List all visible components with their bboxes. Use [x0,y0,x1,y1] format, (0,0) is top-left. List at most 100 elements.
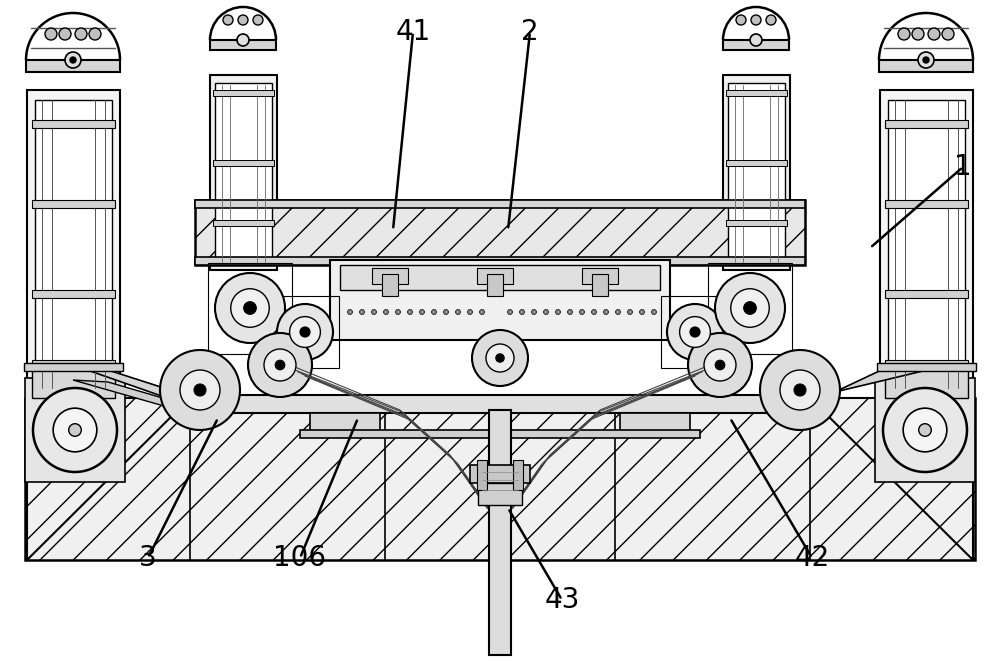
Circle shape [883,388,967,472]
Circle shape [384,310,388,314]
Circle shape [568,310,572,314]
Circle shape [760,350,840,430]
Circle shape [468,310,473,314]
Circle shape [715,360,725,370]
Bar [879,60,973,72]
Text: 41: 41 [395,18,431,46]
Polygon shape [810,398,973,560]
Bar [875,378,975,482]
Circle shape [59,28,71,40]
Bar [195,257,805,265]
Circle shape [231,289,269,328]
Circle shape [580,310,584,314]
Bar [726,90,787,96]
Circle shape [432,310,436,314]
Bar [372,268,408,284]
Circle shape [75,28,87,40]
Circle shape [942,28,954,40]
Circle shape [160,350,240,430]
Bar [620,413,690,433]
Circle shape [33,388,117,472]
Polygon shape [805,365,927,406]
Bar [32,368,115,398]
Bar [885,200,968,208]
Bar [592,274,608,296]
Bar [661,296,729,369]
Bar [885,290,968,298]
Bar [382,274,398,296]
Bar [25,398,975,560]
Circle shape [194,384,206,396]
Bar [195,200,805,265]
Bar [26,60,120,72]
Circle shape [736,15,746,25]
Polygon shape [27,398,190,560]
Bar [25,378,125,482]
Circle shape [616,310,620,314]
Bar [477,268,513,284]
Bar [582,268,618,284]
Circle shape [919,424,931,436]
Circle shape [420,310,424,314]
Circle shape [248,333,312,397]
Bar [477,460,487,490]
Bar [24,363,123,371]
Text: 43: 43 [544,586,580,614]
Circle shape [496,354,504,362]
Bar [32,200,115,208]
Circle shape [253,15,263,25]
Bar [310,413,380,433]
Circle shape [238,15,248,25]
Bar [487,274,503,296]
Bar [489,410,511,655]
Circle shape [766,15,776,25]
Circle shape [780,370,820,410]
Circle shape [408,310,413,314]
Circle shape [544,310,548,314]
Bar [880,90,973,398]
Circle shape [264,349,296,381]
Circle shape [372,310,376,314]
Bar [208,263,292,353]
Bar [210,40,276,50]
Circle shape [556,310,560,314]
Circle shape [45,28,57,40]
Circle shape [688,333,752,397]
Circle shape [65,52,81,68]
Bar [885,360,968,368]
Circle shape [750,34,762,46]
Bar [708,263,792,353]
Circle shape [444,310,448,314]
Circle shape [652,310,656,314]
Bar [27,90,120,398]
Circle shape [275,360,285,370]
Bar [215,83,272,260]
Circle shape [751,15,761,25]
Circle shape [898,28,910,40]
Bar [330,260,670,340]
Circle shape [715,273,785,343]
Circle shape [480,310,484,314]
Polygon shape [73,380,190,412]
Circle shape [704,349,736,381]
Circle shape [472,330,528,386]
Circle shape [520,310,524,314]
Circle shape [680,317,710,347]
Circle shape [277,304,333,360]
Bar [32,120,115,128]
Circle shape [223,15,233,25]
Bar [877,363,976,371]
Text: 106: 106 [274,544,326,572]
Bar [885,120,968,128]
Circle shape [640,310,644,314]
Bar [470,465,530,483]
Bar [230,395,770,413]
Bar [885,368,968,398]
Text: 42: 42 [794,544,830,572]
Bar [888,100,965,388]
Circle shape [290,317,320,347]
Bar [723,75,790,270]
Circle shape [215,273,285,343]
Bar [300,430,700,438]
Circle shape [237,34,249,46]
